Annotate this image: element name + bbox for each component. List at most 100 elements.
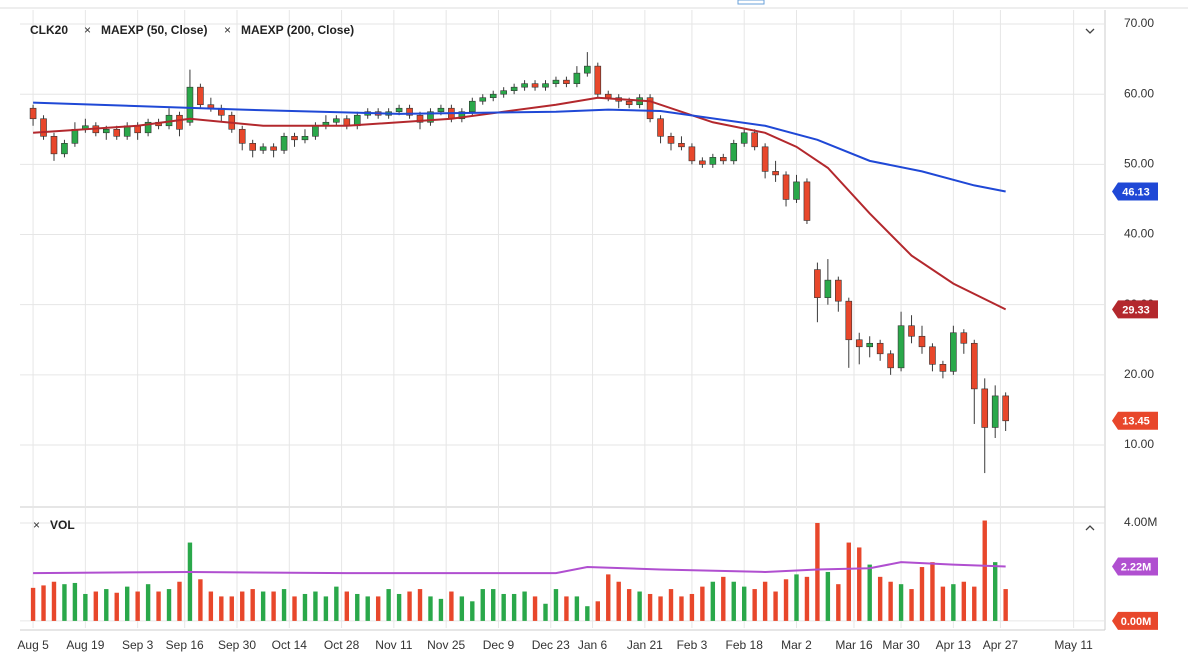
volume-bar xyxy=(72,582,78,621)
x-tick-label: Sep 16 xyxy=(166,638,204,652)
volume-bar xyxy=(668,589,674,621)
volume-bar xyxy=(804,576,810,621)
candle-body xyxy=(991,395,999,428)
volume-bar xyxy=(417,589,423,621)
volume-bar xyxy=(877,576,883,621)
volume-bar xyxy=(51,581,57,621)
candle-body xyxy=(71,128,79,144)
candle-body xyxy=(835,279,842,302)
remove-icon[interactable]: × xyxy=(84,23,91,37)
candle-body xyxy=(113,128,121,137)
candle-body xyxy=(981,388,989,428)
candle-body xyxy=(437,107,445,113)
x-tick-label: Nov 11 xyxy=(375,638,412,652)
remove-icon[interactable]: × xyxy=(224,23,231,37)
volume-bar xyxy=(334,586,339,621)
volume-bar xyxy=(940,586,946,621)
candle-body xyxy=(1002,395,1009,422)
candle-body xyxy=(584,65,591,74)
candle-body xyxy=(312,125,319,137)
y-tick-label: 50.00 xyxy=(1124,157,1154,171)
candle-body xyxy=(824,279,832,298)
moving-average-line xyxy=(33,101,1006,193)
candle-body xyxy=(50,135,58,155)
volume-bar xyxy=(742,586,747,621)
collapse-icon[interactable] xyxy=(1085,525,1095,531)
volume-average-badge xyxy=(1112,557,1158,576)
volume-bar xyxy=(229,596,234,621)
volume-bar xyxy=(470,601,475,621)
x-tick-label: Apr 27 xyxy=(983,638,1019,652)
volume-bar xyxy=(658,596,663,621)
y-tick-label: 20.00 xyxy=(1124,367,1154,381)
x-tick-label: Dec 9 xyxy=(483,638,515,652)
volume-bar xyxy=(355,593,360,621)
candle-body xyxy=(782,174,790,200)
candle-body xyxy=(427,111,434,123)
y-tick-label: 10.00 xyxy=(1124,437,1154,451)
y-tick-label: 40.00 xyxy=(1124,227,1154,241)
candle-body xyxy=(144,121,152,134)
volume-bar xyxy=(198,579,203,621)
candle-body xyxy=(929,346,936,365)
collapse-icon[interactable] xyxy=(1085,28,1095,34)
volume-bar xyxy=(491,589,496,621)
volume-bar xyxy=(313,591,318,621)
volume-bar xyxy=(836,584,841,621)
overlay-name: MAEXP (200, Close) xyxy=(241,23,354,37)
volume-bar xyxy=(344,591,350,621)
volume-bar xyxy=(731,581,736,621)
volume-bar xyxy=(365,596,370,621)
candle-body xyxy=(458,111,466,120)
volume-bar xyxy=(752,589,757,621)
remove-icon[interactable]: × xyxy=(33,518,40,532)
candle-body xyxy=(897,325,905,369)
candle-body xyxy=(552,79,560,84)
marks xyxy=(29,52,1009,621)
candle-body xyxy=(793,181,800,200)
candle-body xyxy=(291,135,298,141)
x-tick-label: Jan 6 xyxy=(578,638,608,652)
volume-bar xyxy=(930,562,935,621)
candle-body xyxy=(657,118,664,137)
candle-body xyxy=(531,83,539,88)
candle-body xyxy=(866,342,873,348)
volume-bar xyxy=(825,571,831,621)
volume-bar xyxy=(114,592,119,621)
candle-body xyxy=(489,93,497,99)
volume-bar xyxy=(250,589,255,621)
volume-bar xyxy=(480,589,485,621)
candle-body xyxy=(333,118,340,123)
volume-bar xyxy=(104,589,109,621)
volume-bar xyxy=(260,591,266,621)
volume-bar xyxy=(438,598,444,621)
volume-bar xyxy=(459,596,465,621)
volume-bar xyxy=(386,589,391,621)
x-tick-label: Jan 21 xyxy=(627,638,663,652)
volume-bar xyxy=(721,576,726,621)
volume-bar xyxy=(1003,589,1008,621)
volume-bar xyxy=(219,596,224,621)
panel-title: VOL xyxy=(50,518,75,532)
volume-bar xyxy=(679,596,684,621)
x-tick-label: Feb 3 xyxy=(677,638,708,652)
toolbar-box xyxy=(737,0,765,5)
moving-average-badge xyxy=(1112,300,1158,319)
x-tick-label: Oct 14 xyxy=(272,638,308,652)
volume-average-badge-label: 2.22M xyxy=(1121,561,1152,573)
volume-bar xyxy=(323,596,329,621)
volume-bar xyxy=(647,593,653,621)
volume-bar xyxy=(972,586,977,621)
volume-bar xyxy=(846,542,851,621)
candle-body xyxy=(197,86,204,106)
x-tick-label: Feb 18 xyxy=(726,638,764,652)
x-tick-label: Mar 2 xyxy=(781,638,812,652)
x-tick-label: Aug 5 xyxy=(17,638,49,652)
candle-body xyxy=(500,90,507,95)
candle-body xyxy=(688,146,696,162)
x-tick-label: May 11 xyxy=(1054,638,1093,652)
x-tick-label: Mar 16 xyxy=(835,638,873,652)
volume-bar xyxy=(156,591,161,621)
candle-body xyxy=(719,157,727,162)
volume-bar xyxy=(449,591,454,621)
